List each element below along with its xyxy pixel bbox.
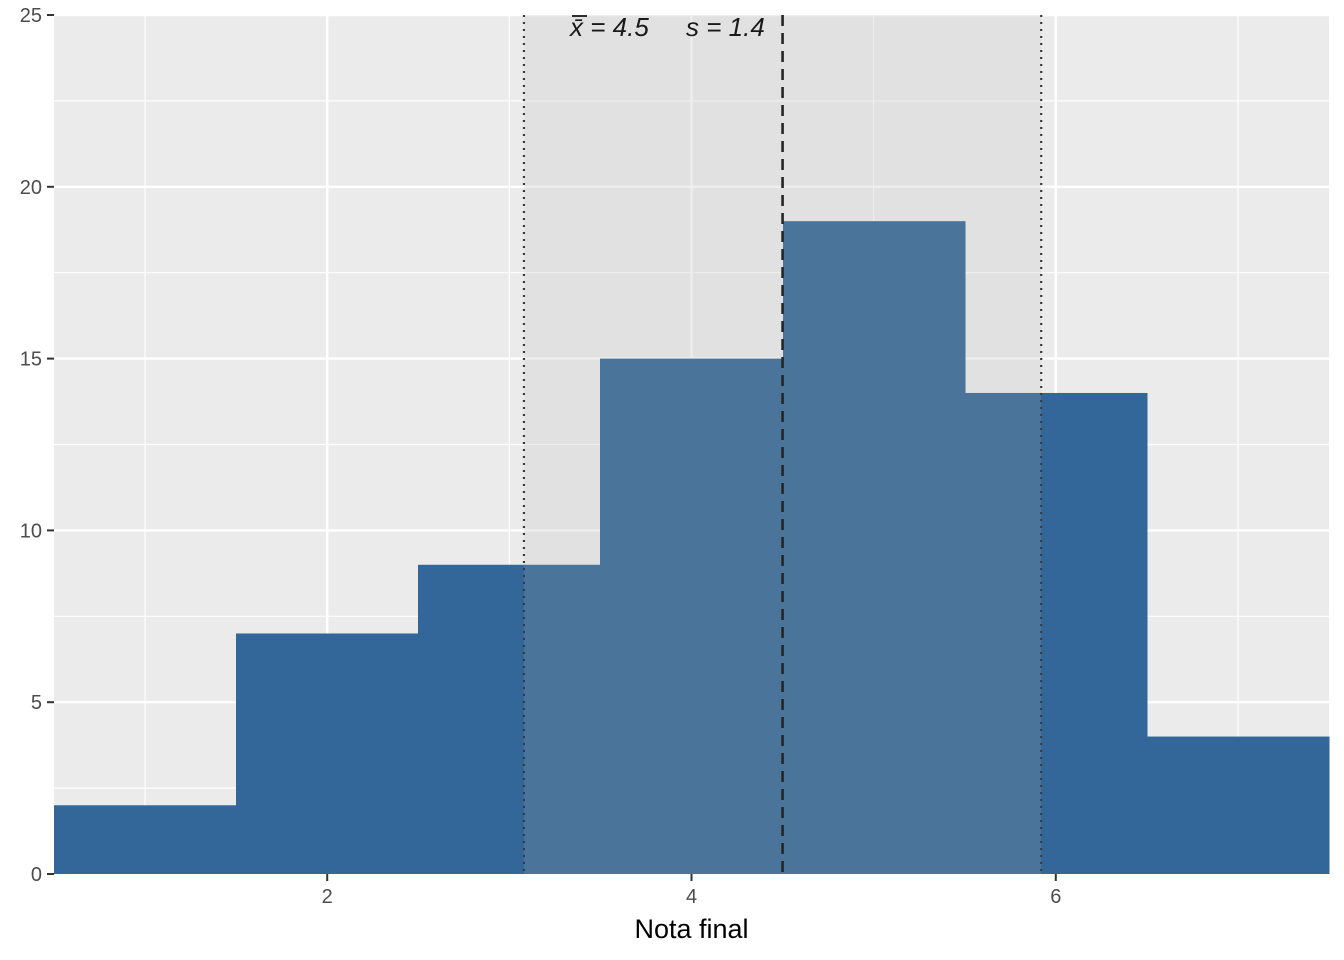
histogram-bar bbox=[965, 392, 1042, 874]
histogram-bars bbox=[54, 221, 1330, 875]
sd-annotation: s = 1.4 bbox=[686, 12, 765, 42]
y-tick-label: 15 bbox=[20, 349, 42, 371]
y-tick-label: 25 bbox=[20, 5, 42, 27]
y-tick-label: 0 bbox=[31, 864, 42, 886]
histogram-bar bbox=[418, 564, 525, 874]
y-tick-label: 10 bbox=[20, 520, 42, 542]
histogram-bar bbox=[600, 358, 784, 875]
x-tick-label: 2 bbox=[322, 886, 333, 908]
histogram-bar bbox=[54, 805, 237, 874]
histogram-bar bbox=[524, 564, 601, 874]
x-axis: 2 4 6 bbox=[322, 874, 1061, 908]
y-axis: 0 5 10 15 20 25 bbox=[20, 5, 54, 886]
x-tick-label: 4 bbox=[686, 886, 697, 908]
histogram-bar bbox=[1147, 736, 1330, 874]
x-tick-label: 6 bbox=[1050, 886, 1061, 908]
y-tick-label: 5 bbox=[31, 692, 42, 714]
histogram-bar bbox=[236, 633, 419, 874]
mean-annotation: x̄ = 4.5 bbox=[568, 12, 649, 42]
x-axis-title: Nota final bbox=[634, 914, 748, 944]
histogram-bar bbox=[1041, 392, 1148, 874]
histogram-bar bbox=[783, 221, 966, 874]
y-tick-label: 20 bbox=[20, 177, 42, 199]
